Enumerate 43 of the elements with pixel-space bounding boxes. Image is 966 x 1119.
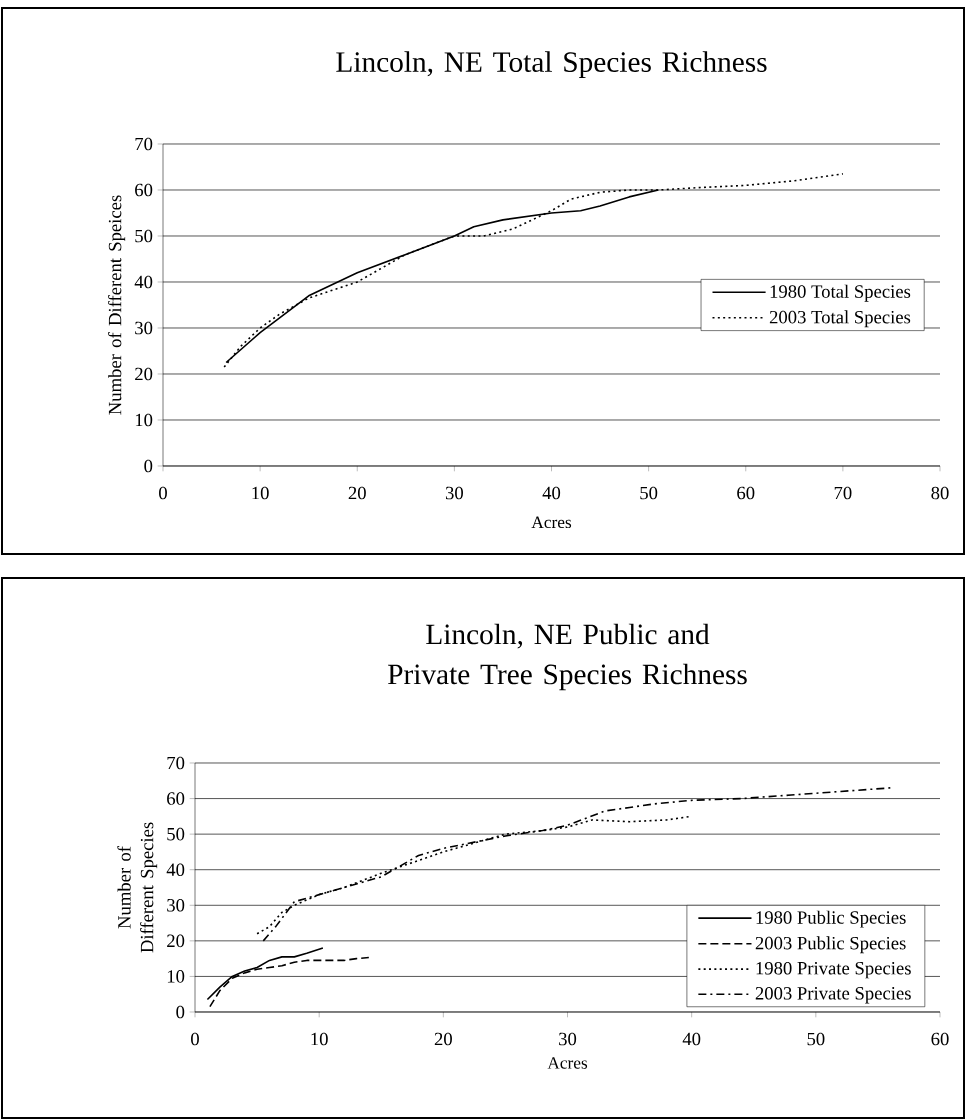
legend-label: 1980 Public Species [756, 910, 906, 928]
x-tick-label: 60 [737, 486, 755, 500]
x-tick-label: 70 [834, 486, 852, 500]
y-tick-label: 40 [134, 275, 153, 289]
x-tick-label: 40 [682, 1032, 701, 1046]
y-axis-title: Number of Different Speices [108, 195, 126, 415]
y-tick-label: 30 [167, 898, 185, 912]
x-tick-label: 40 [542, 486, 561, 500]
y-tick-label: 20 [167, 934, 185, 948]
x-tick-label: 10 [252, 486, 269, 500]
y-tick-label: 10 [167, 970, 185, 983]
legend-label: 1980 Total Species [770, 284, 911, 302]
y-axis-title: Number of Different Species [117, 822, 158, 953]
x-tick-label: 50 [807, 1032, 825, 1046]
y-tick-label: 50 [167, 827, 185, 841]
y-tick-label: 40 [166, 863, 185, 877]
chart-title: Lincoln, NE Total Species Richness [336, 51, 767, 78]
x-axis-title: Acres [547, 1057, 588, 1069]
x-tick-label: 10 [311, 1032, 328, 1046]
x-tick-label: 20 [348, 486, 366, 500]
y-tick-label: 60 [135, 183, 153, 197]
y-tick-label: 10 [135, 413, 153, 427]
legend-label: 2003 Public Species [755, 936, 906, 954]
legend-label: 2003 Total Species [769, 310, 911, 328]
y-tick-label: 0 [144, 459, 153, 473]
legend-label: 2003 Private Species [755, 987, 911, 1004]
chart-title: Lincoln, NE Public and Private Tree Species Richness [388, 623, 747, 691]
y-tick-label: 70 [167, 756, 185, 770]
y-tick-label: 50 [135, 229, 153, 243]
y-tick-label: 60 [167, 792, 185, 805]
legend-label: 1980 Private Species [756, 961, 911, 979]
y-tick-label: 30 [135, 321, 153, 335]
x-tick-label: 80 [931, 486, 949, 500]
x-tick-label: 50 [640, 486, 658, 500]
y-tick-label: 70 [135, 137, 153, 151]
x-tick-label: 30 [559, 1032, 577, 1046]
x-tick-label: 30 [445, 486, 463, 500]
y-tick-label: 0 [176, 1005, 185, 1019]
x-tick-label: 0 [191, 1032, 199, 1046]
x-tick-label: 60 [931, 1032, 949, 1046]
y-tick-label: 20 [135, 367, 153, 381]
x-tick-label: 20 [434, 1032, 452, 1046]
x-axis-title: Acres [531, 516, 572, 529]
